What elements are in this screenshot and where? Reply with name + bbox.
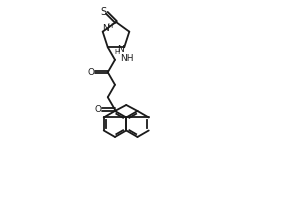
Text: NH: NH [120, 54, 134, 63]
Text: H: H [107, 23, 112, 29]
Text: H: H [115, 49, 120, 55]
Text: N: N [117, 45, 124, 54]
Text: O: O [95, 105, 102, 114]
Text: O: O [88, 68, 95, 77]
Text: S: S [100, 7, 106, 17]
Text: N: N [102, 24, 109, 33]
